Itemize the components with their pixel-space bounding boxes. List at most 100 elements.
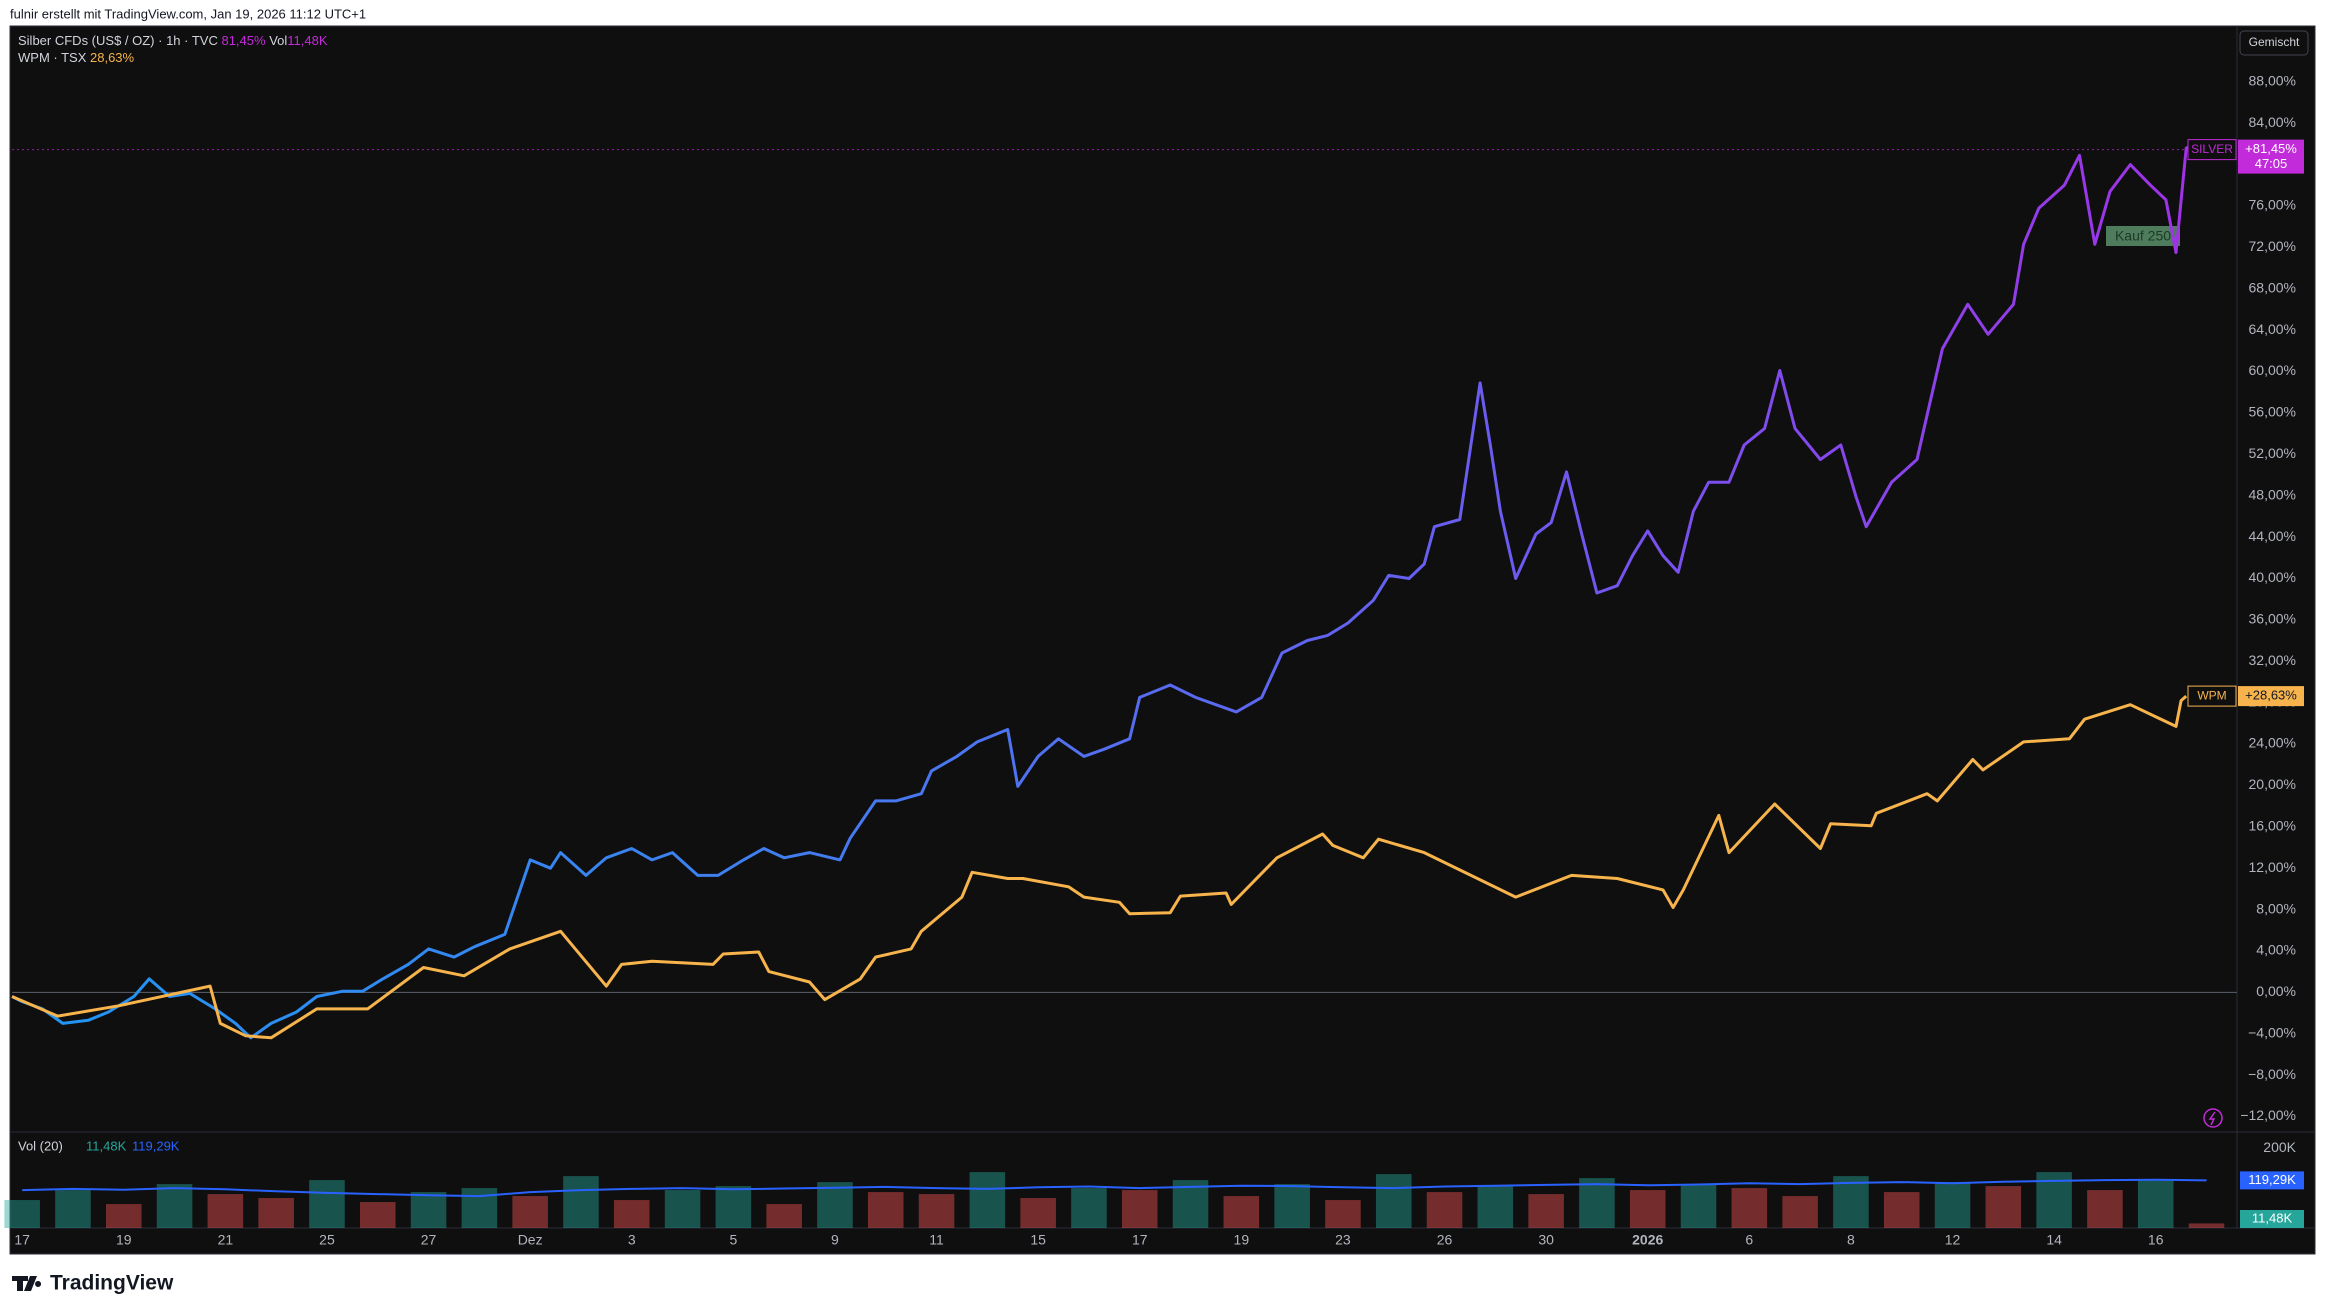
chart-frame	[9, 25, 2316, 1255]
x-tick-label: 27	[421, 1232, 437, 1248]
pane-title: Vol (20)	[18, 1138, 63, 1153]
series-tag-box	[2187, 139, 2237, 161]
x-tick-label: 2026	[1632, 1232, 1663, 1248]
volume-bar	[1629, 1190, 1666, 1228]
y-tick-label: 48,00%	[2249, 486, 2296, 502]
x-tick-label: Dez	[518, 1232, 543, 1248]
volume-bar	[512, 1196, 548, 1228]
legend-value: 81,45%	[221, 33, 266, 48]
y-tick-label: 84,00%	[2249, 114, 2296, 130]
x-tick-label: 26	[1437, 1232, 1453, 1248]
legend-name: Silber CFDs (US$ / OZ) · 1h · TVC	[18, 33, 218, 48]
legend-row: Silber CFDs (US$ / OZ) · 1h · TVC 81,45%…	[18, 33, 328, 48]
volume-tag: 11,48K	[2252, 1210, 2293, 1225]
x-tick-label: 17	[1132, 1232, 1148, 1248]
legend-vol-value: 11,48K	[287, 33, 328, 48]
y-tick-label: 40,00%	[2249, 569, 2296, 585]
volume-bar	[1477, 1186, 1514, 1228]
x-tick-label: 19	[116, 1232, 132, 1248]
x-tick-label: 19	[1234, 1232, 1250, 1248]
x-tick-label: 6	[1745, 1232, 1753, 1248]
volume-bar	[55, 1190, 91, 1228]
volume-bar	[867, 1192, 904, 1228]
x-tick-label: 16	[2148, 1232, 2164, 1248]
legend-name: WPM · TSX	[18, 50, 87, 65]
volume-bar	[918, 1194, 955, 1228]
y-tick-label: 16,00%	[2249, 817, 2296, 833]
price-tag-box	[2238, 686, 2304, 707]
x-tick-label: 14	[2046, 1232, 2062, 1248]
x-tick-label: 15	[1030, 1232, 1046, 1248]
volume-bar	[309, 1180, 345, 1228]
y-tick-label: 88,00%	[2249, 73, 2296, 89]
volume-tag-box	[2240, 1210, 2304, 1228]
volume-bar	[969, 1172, 1006, 1228]
volume-bar	[1579, 1178, 1615, 1228]
y-tick-label: −4,00%	[2248, 1024, 2296, 1040]
volume-bar	[258, 1198, 294, 1228]
volume-bar	[1528, 1194, 1564, 1228]
volume-bar	[1731, 1188, 1768, 1228]
x-tick-label: 9	[831, 1232, 839, 1248]
volume-bar	[2188, 1223, 2225, 1228]
volume-bar	[1426, 1192, 1463, 1228]
volume-bar	[817, 1182, 853, 1228]
x-tick-label: 8	[1847, 1232, 1855, 1248]
pane-legend-value: 11,48K	[86, 1138, 127, 1153]
volume-bar	[1325, 1200, 1361, 1228]
volume-bar	[1223, 1196, 1260, 1228]
volume-bar	[1883, 1192, 1920, 1228]
y-tick-label: 68,00%	[2249, 279, 2296, 295]
brand-mark	[12, 1276, 42, 1291]
x-tick-label: 12	[1945, 1232, 1961, 1248]
volume-bar	[613, 1200, 650, 1228]
volume-bar	[461, 1188, 498, 1228]
volume-bar	[766, 1204, 802, 1228]
y-tick-label: 8,00%	[2256, 900, 2296, 916]
volume-bar	[1934, 1182, 1971, 1228]
series-tag: WPM	[2197, 688, 2226, 702]
order-label-box[interactable]	[2106, 226, 2180, 246]
volume-bar	[1375, 1174, 1412, 1228]
y-tick-label: 0,00%	[2256, 983, 2296, 999]
y-tick-label: 72,00%	[2249, 238, 2296, 254]
x-tick-label: 23	[1335, 1232, 1351, 1248]
volume-bar	[1121, 1190, 1158, 1228]
alert-icon[interactable]	[2203, 1108, 2223, 1128]
volume-bar	[1020, 1198, 1056, 1228]
y-tick-label: 24,00%	[2249, 735, 2296, 751]
y-tick-label: 36,00%	[2249, 611, 2296, 627]
scale-mode-label[interactable]: Gemischt	[2249, 35, 2300, 49]
brand-name: TradingView	[50, 1272, 174, 1295]
y-tick-label: 200K	[2263, 1139, 2296, 1155]
volume-ma-line	[22, 1178, 2207, 1198]
y-tick-label: −8,00%	[2248, 1066, 2296, 1082]
series-tag-box	[2187, 685, 2237, 707]
x-tick-label: 17	[14, 1232, 30, 1248]
y-tick-label: 64,00%	[2249, 321, 2296, 337]
legend-vol-label: Vol	[269, 33, 287, 48]
y-tick-label: −12,00%	[2240, 1107, 2296, 1123]
x-tick-label: 3	[628, 1232, 636, 1248]
volume-bar	[1782, 1196, 1818, 1228]
credit: fulnir erstellt mit TradingView.com, Jan…	[10, 6, 366, 21]
volume-bar	[4, 1200, 40, 1228]
y-tick-label: 44,00%	[2249, 528, 2296, 544]
y-tick-label: 76,00%	[2249, 197, 2296, 213]
volume-bar	[2087, 1190, 2123, 1228]
x-tick-label: 21	[218, 1232, 234, 1248]
y-tick-label: 32,00%	[2249, 652, 2296, 668]
volume-bar	[410, 1192, 447, 1228]
alert-icon-bolt	[2208, 1111, 2216, 1126]
legend-row: WPM · TSX 28,63%	[18, 50, 135, 65]
order-label[interactable]: Kauf 250	[2115, 228, 2171, 244]
series-line	[11, 139, 2218, 1040]
y-tick-label: 20,00%	[2249, 776, 2296, 792]
brand-logo[interactable]: TradingView	[12, 1272, 174, 1295]
y-tick-label: 4,00%	[2256, 942, 2296, 958]
series-line	[11, 694, 2188, 1040]
volume-bar	[563, 1176, 599, 1228]
volume-bar	[359, 1202, 396, 1228]
scale-mode-button[interactable]	[2239, 30, 2309, 56]
